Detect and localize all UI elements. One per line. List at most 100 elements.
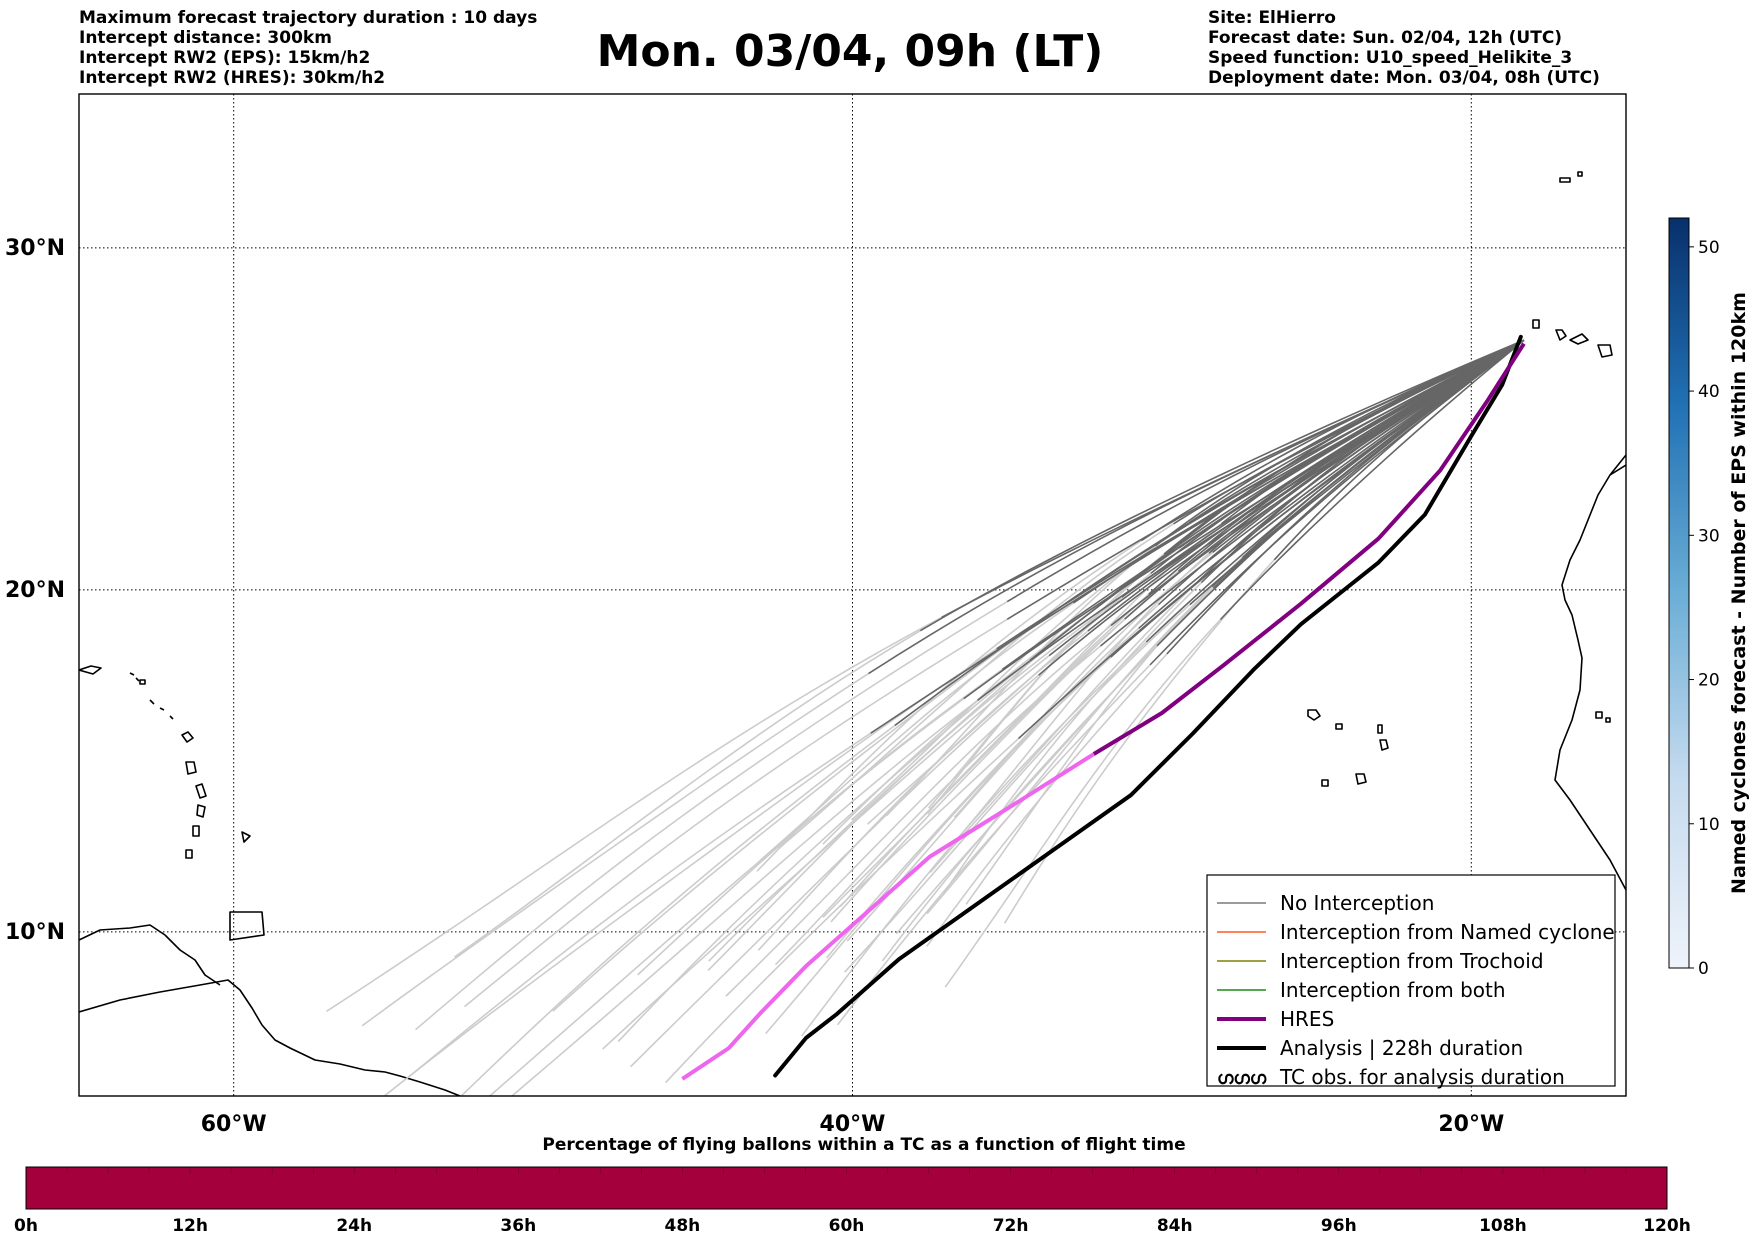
ensemble-trajectory-far: [361, 672, 869, 1027]
ensemble-trajectory-far: [836, 664, 1151, 1026]
cape-verde-6: [1377, 724, 1383, 734]
site-info: Site: ElHierro Forecast date: Sun. 02/04…: [1208, 8, 1600, 88]
ensemble-trajectory-near: [1219, 339, 1525, 621]
ensemble-trajectory-far: [926, 653, 1168, 947]
canary-islands: [1532, 319, 1613, 358]
legend-box: [1206, 874, 1616, 1087]
ensemble-trajectory-far: [617, 659, 1031, 1043]
lesser-antilles-3: [195, 783, 207, 799]
ensemble-trajectory-far: [552, 615, 1048, 1012]
lon-tick-label: 60°W: [201, 1112, 267, 1137]
gulf-of-paria: [164, 934, 221, 986]
tc-obs-symbol-icon: ഗഗഗ: [1217, 1068, 1267, 1089]
cyclone-colorbar-tick-label: 20: [1698, 671, 1720, 691]
legend-item-label: TC obs. for analysis duration: [1279, 1065, 1565, 1089]
lon-tick-label: 20°W: [1438, 1112, 1504, 1137]
hres-trajectory-early: [1092, 342, 1526, 756]
flight-time-tick-label: 120h: [1643, 1216, 1691, 1236]
ensemble-trajectory-far: [629, 674, 1040, 1068]
map-area[interactable]: [78, 93, 1627, 1193]
ensemble-near-segments: [868, 339, 1525, 740]
ensemble-trajectory-far: [826, 603, 1160, 959]
cape-verde-1: [1307, 709, 1321, 721]
ensemble-trajectory-far: [708, 604, 1100, 962]
cape-verde-2: [1335, 723, 1343, 730]
ensemble-trajectory-far: [942, 581, 1202, 894]
trinidad-island: [229, 911, 265, 941]
ensemble-trajectory-near: [1149, 339, 1525, 666]
ensemble-trajectory-far: [488, 698, 965, 1096]
cyclone-colorbar-label: Named cyclones forecast - Number of EPS …: [1728, 292, 1750, 894]
ensemble-trajectory-near: [1211, 339, 1525, 588]
ensemble-trajectory-far: [765, 656, 1112, 1035]
ensemble-trajectory-near: [1138, 339, 1525, 630]
ensemble-trajectory-far: [326, 616, 943, 1013]
page-title: Mon. 03/04, 09h (LT): [596, 26, 1104, 77]
lesser-antilles-2: [185, 761, 197, 775]
speed-function-text: Speed function: U10_speed_Helikite_3: [1208, 48, 1573, 68]
ensemble-trajectory-far: [454, 629, 921, 958]
map-frame: [78, 93, 1627, 1097]
ensemble-trajectory-near: [894, 339, 1525, 727]
ensemble-trajectory-far: [415, 600, 1008, 1031]
ensemble-trajectory-far: [953, 551, 1214, 818]
forecast-parameters: Maximum forecast trajectory duration : 1…: [79, 8, 537, 88]
flight-time-tick-label: 72h: [993, 1216, 1029, 1236]
ensemble-trajectory-far: [886, 545, 1156, 817]
lat-tick-label: 30°N: [5, 236, 65, 261]
analysis-trajectory: [773, 334, 1523, 1078]
leeward-islands: [129, 672, 174, 720]
virgin-islands: [79, 665, 102, 675]
flight-time-tick-label: 24h: [336, 1216, 372, 1236]
legend-item-label: Interception from Trochoid: [1280, 949, 1544, 973]
hres-trajectory-late: [681, 752, 1095, 1081]
intercept-hres-text: Intercept RW2 (HRES): 30km/h2: [79, 68, 386, 88]
ensemble-trajectory-far: [406, 732, 872, 1079]
ensemble-trajectory-far: [844, 604, 1191, 973]
ensemble-trajectory-near: [1154, 339, 1525, 547]
legend-item-label: No Interception: [1280, 891, 1434, 915]
ensemble-trajectory-far: [510, 699, 979, 1096]
ensemble-trajectory-far: [383, 648, 997, 1096]
flight-time-tick-label: 60h: [829, 1216, 865, 1236]
africa-coast: [1554, 464, 1626, 891]
ensemble-trajectory-near: [1099, 339, 1525, 647]
bijagos: [1595, 711, 1611, 723]
ensemble-trajectory-near: [919, 339, 1525, 632]
cyclone-colorbar-tick-label: 0: [1698, 959, 1709, 979]
madeira: [1559, 171, 1583, 183]
flight-time-tick-label: 108h: [1479, 1216, 1527, 1236]
flight-time-tick-label: 96h: [1321, 1216, 1357, 1236]
ensemble-trajectory-far: [830, 570, 1179, 923]
lesser-antilles-1: [181, 731, 194, 743]
longitude-labels: 60°W 40°W 20°W: [201, 1112, 1504, 1137]
cyclone-colorbar-tick-label: 40: [1698, 382, 1720, 402]
cape-verde-5: [1355, 773, 1367, 785]
flight-time-colorbar: Percentage of flying ballons within a TC…: [14, 1135, 1691, 1236]
lesser-antilles-5: [192, 825, 200, 837]
legend-item-label: Interception from both: [1280, 978, 1506, 1002]
ensemble-trajectory-near: [1166, 339, 1525, 655]
main-trajectory-lines: [681, 334, 1526, 1081]
flight-time-tick-label: 0h: [14, 1216, 38, 1236]
flight-time-colorbar-bar: [25, 1166, 1668, 1210]
cyclone-colorbar-tick-label: 50: [1698, 238, 1720, 258]
latitude-labels: 30°N 20°N 10°N: [5, 236, 65, 945]
venezuela-coast: [79, 924, 166, 941]
ensemble-trajectory-far: [926, 586, 1213, 915]
ensemble-trajectory-near: [1098, 339, 1525, 606]
lesser-antilles-8: [139, 679, 146, 685]
cyclone-colorbar-gradient: [1668, 217, 1690, 969]
ensemble-trajectory-far: [929, 580, 1199, 873]
ensemble-trajectory-far: [665, 737, 1020, 1084]
legend-item-label: Analysis | 228h duration: [1280, 1036, 1523, 1060]
site-text: Site: ElHierro: [1208, 8, 1336, 28]
lesser-antilles-6: [185, 849, 193, 859]
south-america-coast: [79, 979, 461, 1096]
ensemble-trajectory-near: [1038, 339, 1525, 676]
cyclone-colorbar-tick-label: 10: [1698, 815, 1720, 835]
ensemble-trajectory-far: [756, 539, 1142, 872]
flight-time-tick-label: 84h: [1157, 1216, 1193, 1236]
lon-tick-label: 40°W: [820, 1112, 886, 1137]
